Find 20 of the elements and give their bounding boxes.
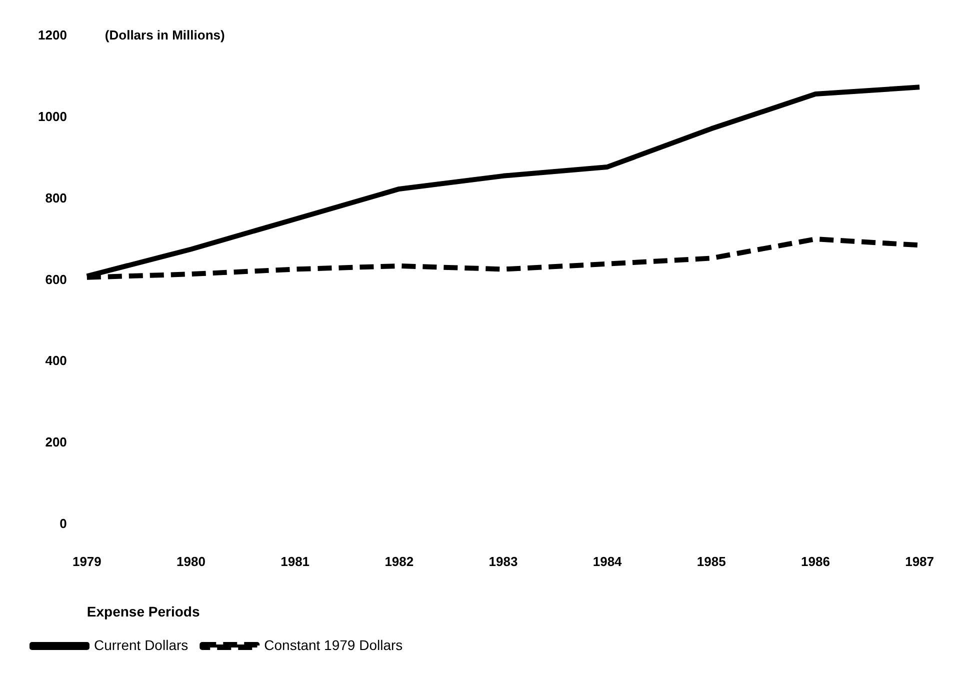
x-tick-label: 1981 bbox=[280, 554, 310, 569]
x-tick-label: 1987 bbox=[905, 554, 934, 569]
y-axis-title: (Dollars in Millions) bbox=[104, 27, 225, 42]
legend-label: Current Dollars bbox=[94, 636, 188, 653]
x-tick-label: 1986 bbox=[801, 554, 830, 569]
y-tick-label: 1200 bbox=[38, 27, 67, 42]
x-tick-label: 1983 bbox=[488, 554, 518, 569]
legend-label: Constant 1979 Dollars bbox=[264, 636, 403, 653]
x-tick-label: 1979 bbox=[72, 554, 102, 569]
y-tick-label: 200 bbox=[45, 434, 67, 450]
y-tick-label: 800 bbox=[45, 190, 67, 206]
y-tick-label: 600 bbox=[45, 272, 67, 287]
y-tick-label: 1000 bbox=[38, 108, 67, 124]
x-tick-label: 1985 bbox=[696, 554, 726, 569]
x-tick-label: 1984 bbox=[592, 554, 623, 569]
y-tick-label: 400 bbox=[45, 353, 67, 368]
y-tick-label: 0 bbox=[60, 516, 67, 532]
x-axis-title: Expense Periods bbox=[86, 603, 200, 620]
x-tick-label: 1980 bbox=[176, 554, 206, 569]
x-tick-label: 1982 bbox=[384, 554, 414, 569]
